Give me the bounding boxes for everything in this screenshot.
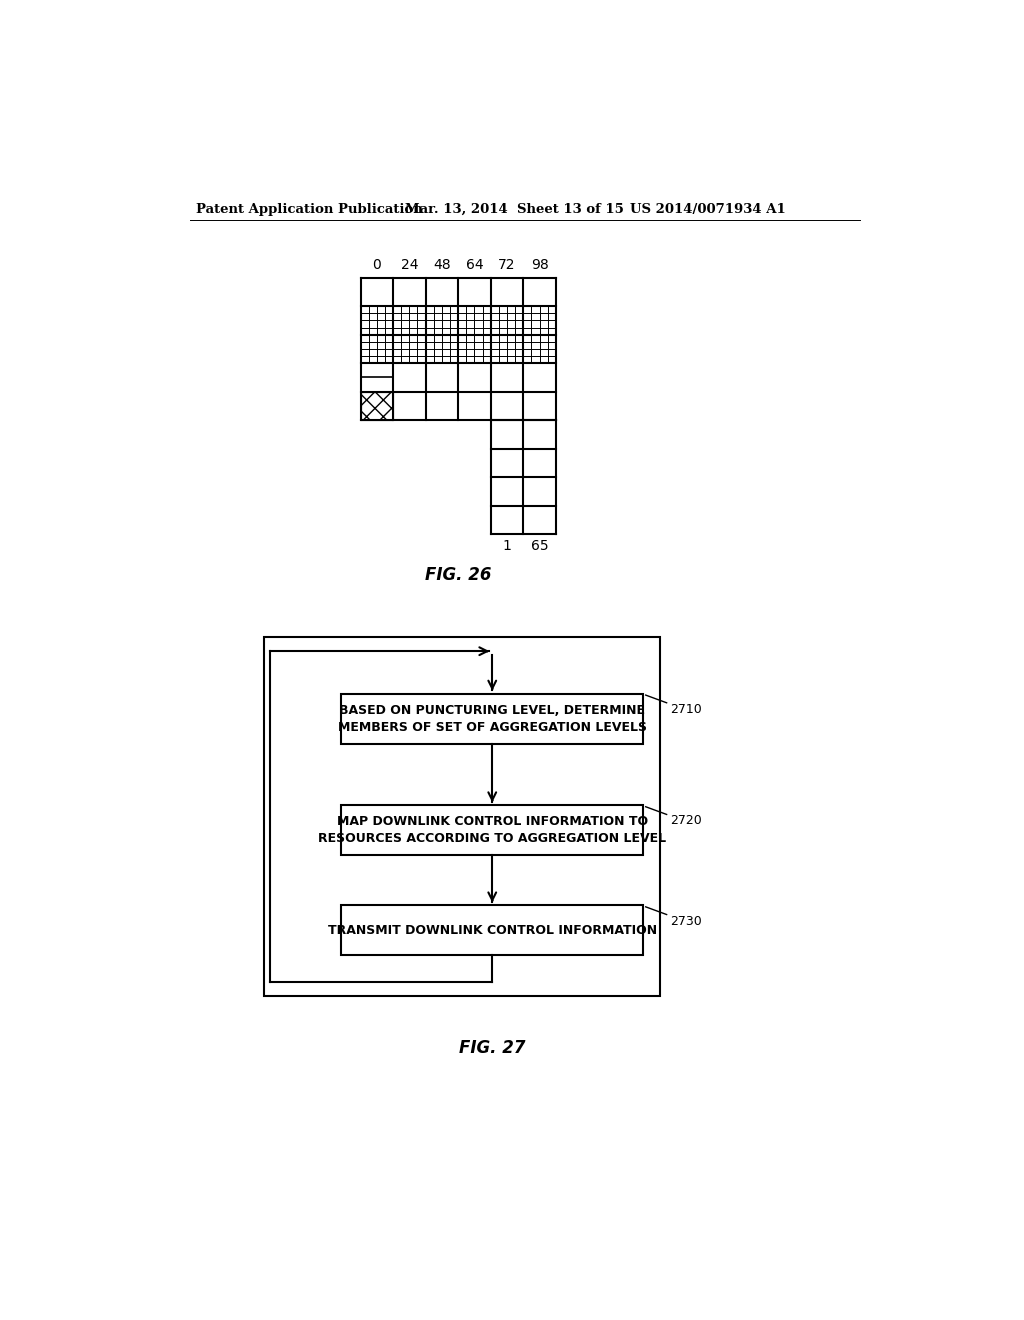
Text: 2730: 2730 [671, 915, 702, 928]
Text: 0: 0 [373, 257, 381, 272]
Text: 2710: 2710 [671, 702, 702, 715]
Text: BASED ON PUNCTURING LEVEL, DETERMINE
MEMBERS OF SET OF AGGREGATION LEVELS: BASED ON PUNCTURING LEVEL, DETERMINE MEM… [338, 704, 647, 734]
Text: Patent Application Publication: Patent Application Publication [197, 203, 423, 216]
Bar [341, 805, 643, 855]
Bar [341, 906, 643, 956]
Text: 64: 64 [466, 257, 483, 272]
Text: 72: 72 [499, 257, 516, 272]
Text: Mar. 13, 2014  Sheet 13 of 15: Mar. 13, 2014 Sheet 13 of 15 [406, 203, 625, 216]
Bar [360, 392, 393, 420]
Text: 2720: 2720 [671, 814, 702, 828]
Text: 1: 1 [503, 539, 511, 553]
Text: FIG. 27: FIG. 27 [459, 1039, 525, 1056]
Text: 98: 98 [530, 257, 549, 272]
Bar [341, 693, 643, 743]
Text: TRANSMIT DOWNLINK CONTROL INFORMATION: TRANSMIT DOWNLINK CONTROL INFORMATION [328, 924, 656, 937]
Text: 24: 24 [400, 257, 418, 272]
Bar [263, 638, 660, 997]
Text: 65: 65 [530, 539, 548, 553]
Text: US 2014/0071934 A1: US 2014/0071934 A1 [630, 203, 786, 216]
Text: MAP DOWNLINK CONTROL INFORMATION TO
RESOURCES ACCORDING TO AGGREGATION LEVEL: MAP DOWNLINK CONTROL INFORMATION TO RESO… [318, 816, 667, 845]
Text: FIG. 26: FIG. 26 [425, 566, 492, 585]
Text: 48: 48 [433, 257, 451, 272]
